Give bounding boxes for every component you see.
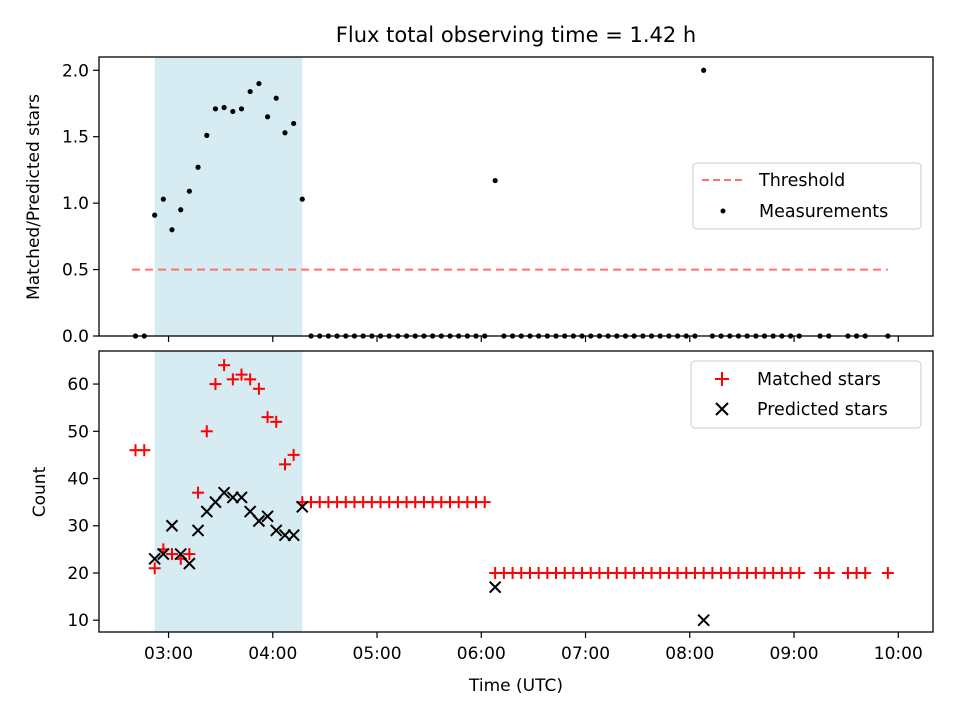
legend-measurements-label: Measurements — [759, 202, 888, 222]
x-tick-label: 05:00 — [353, 644, 402, 664]
matched-stars-point — [183, 548, 196, 561]
chart-title: Flux total observing time = 1.42 h — [336, 23, 696, 47]
matched-stars-point — [270, 415, 283, 428]
predicted-stars-point — [183, 557, 196, 570]
observing-window-shade — [154, 57, 303, 336]
y-tick-label: 1.0 — [62, 194, 89, 214]
x-tick-label: 06:00 — [457, 644, 506, 664]
matched-stars-point — [218, 359, 231, 372]
x-tick-label: 07:00 — [561, 644, 610, 664]
matched-stars-point — [209, 378, 222, 391]
matched-stars-point — [881, 566, 894, 579]
legend-matched-label: Matched stars — [757, 370, 881, 390]
y-tick-label: 60 — [67, 375, 89, 395]
top-panel: 0.00.51.01.52.0 Matched/Predicted stars … — [24, 56, 934, 347]
predicted-stars-point — [217, 486, 231, 499]
measurements-point — [291, 120, 297, 127]
matched-stars-point — [138, 444, 151, 457]
bottom-legend: Matched stars Predicted stars — [690, 360, 922, 429]
measurements-point — [230, 108, 236, 115]
predicted-stars-point — [287, 528, 300, 542]
bottom-legend-box — [690, 360, 922, 429]
y-tick-label: 2.0 — [62, 61, 89, 81]
bottom-y-axis-label: Count — [30, 466, 50, 517]
matched-stars-point — [261, 411, 274, 424]
matched-stars-point — [688, 566, 701, 579]
matched-stars-point — [148, 562, 161, 575]
predicted-stars-point — [261, 510, 274, 523]
predicted-stars-point — [165, 519, 179, 532]
measurements-point — [152, 212, 158, 218]
measurements-point — [492, 177, 498, 184]
matched-stars-point — [192, 486, 205, 499]
measurements-point — [282, 130, 288, 136]
measurements-point — [221, 104, 227, 111]
measurements-point — [264, 114, 271, 120]
predicted-stars-point — [235, 491, 248, 504]
x-axis-label: Time (UTC) — [468, 676, 563, 696]
top-legend: Threshold Measurements — [692, 162, 922, 230]
observing-window-shade — [154, 351, 303, 632]
matched-stars-point — [226, 373, 239, 386]
x-tick-label: 03:00 — [144, 644, 193, 664]
predicted-stars-point — [148, 552, 161, 566]
x-tick-label: 04:00 — [248, 644, 297, 664]
top-panel-frame — [98, 56, 934, 337]
x-tick-label: 08:00 — [665, 644, 714, 664]
legend-matched-swatch — [715, 372, 729, 386]
x-tick-label: 10:00 — [874, 644, 923, 664]
predicted-stars-point — [270, 524, 283, 537]
measurements-point — [186, 188, 192, 194]
y-tick-label: 50 — [67, 422, 89, 442]
y-tick-label: 0.5 — [62, 261, 89, 281]
predicted-stars-point — [157, 547, 170, 561]
matched-stars-point — [235, 368, 248, 381]
matched-stars-point — [822, 566, 835, 579]
measurements-point — [195, 164, 201, 170]
matched-stars-point — [252, 382, 265, 395]
predicted-stars-point — [296, 500, 309, 514]
top-legend-box — [692, 162, 922, 230]
measurements-point — [238, 106, 245, 112]
matched-stars-point — [793, 566, 806, 579]
measurements-point — [299, 196, 305, 202]
measurements-point — [169, 227, 175, 233]
predicted-stars-point — [488, 580, 502, 594]
y-tick-label: 20 — [67, 564, 89, 584]
y-tick-label: 30 — [67, 517, 89, 537]
matched-stars-point — [478, 496, 491, 509]
measurements-point — [273, 95, 279, 101]
legend-predicted-label: Predicted stars — [757, 400, 888, 420]
legend-predicted-swatch — [715, 402, 729, 416]
matched-stars-point — [287, 448, 300, 461]
legend-threshold-label: Threshold — [758, 171, 845, 191]
y-tick-label: 0.0 — [62, 327, 89, 347]
top-y-axis-label: Matched/Predicted stars — [24, 94, 44, 300]
predicted-stars-point — [191, 524, 205, 537]
x-tick-label: 09:00 — [770, 644, 819, 664]
measurements-point — [178, 207, 184, 213]
predicted-stars-point — [697, 613, 710, 627]
predicted-stars-point — [252, 514, 266, 528]
matched-stars-point — [200, 425, 213, 438]
y-tick-label: 40 — [67, 470, 89, 490]
measurements-point — [212, 106, 219, 112]
legend-measurements-swatch — [720, 208, 726, 214]
bottom-panel: 10 20 30 40 50 60 03:00 04:00 05:00 06:00 07:00 08… — [30, 350, 934, 696]
measurements-point — [204, 132, 210, 138]
measurements-point — [160, 196, 166, 202]
matched-stars-point — [278, 458, 291, 471]
measurements-point — [247, 88, 253, 95]
measurements-point — [701, 67, 707, 73]
y-tick-label: 10 — [67, 611, 89, 631]
y-tick-label: 1.5 — [62, 128, 89, 148]
bottom-panel-frame — [98, 350, 934, 633]
matched-stars-point — [165, 548, 178, 561]
matched-stars-point — [244, 373, 257, 386]
matched-stars-point — [859, 566, 872, 579]
measurements-point — [256, 80, 262, 87]
